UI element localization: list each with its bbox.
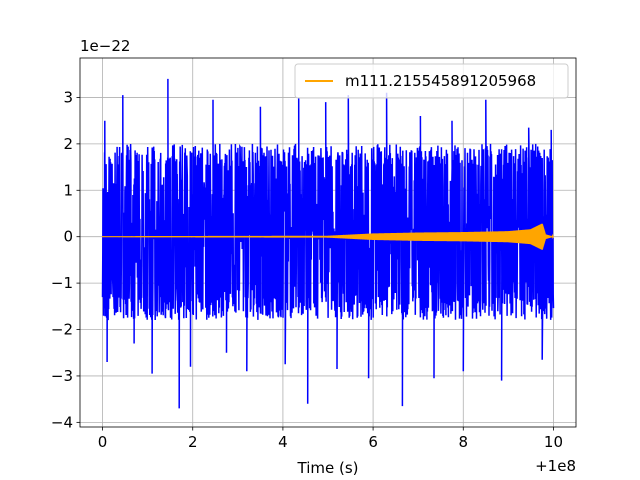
x-axis-label: Time (s) (297, 459, 359, 477)
y-tick-label: 3 (63, 88, 73, 106)
legend-box (294, 63, 569, 99)
x-tick-label: 10 (544, 433, 563, 451)
x-tick-label: 2 (188, 433, 198, 451)
y-axis: −4 −3 −2 −1 0 1 2 3 (51, 88, 80, 431)
y-tick-label: 1 (63, 181, 73, 199)
axes-frame (79, 57, 577, 428)
y-tick-label: 0 (63, 228, 73, 246)
y-tick-label: −4 (51, 413, 73, 431)
y-tick-label: −3 (51, 367, 73, 385)
plot-area (101, 78, 555, 409)
legend-label: m111.215545891205968 (345, 72, 536, 90)
x-offset-label: +1e8 (535, 457, 576, 475)
series-chirp-line (101, 223, 554, 250)
y-tick-label: −1 (51, 274, 73, 292)
x-tick-label: 6 (368, 433, 378, 451)
y-scale-label: 1e−22 (80, 37, 130, 55)
legend: m111.215545891205968 (294, 63, 569, 99)
y-tick-label: 2 (63, 135, 73, 153)
y-tick-label: −2 (51, 321, 73, 339)
x-tick-label: 4 (278, 433, 288, 451)
x-tick-label: 0 (98, 433, 108, 451)
x-tick-label: 8 (458, 433, 468, 451)
series-noise-line (101, 78, 555, 409)
x-axis: 0 2 4 6 8 10 (98, 427, 563, 451)
